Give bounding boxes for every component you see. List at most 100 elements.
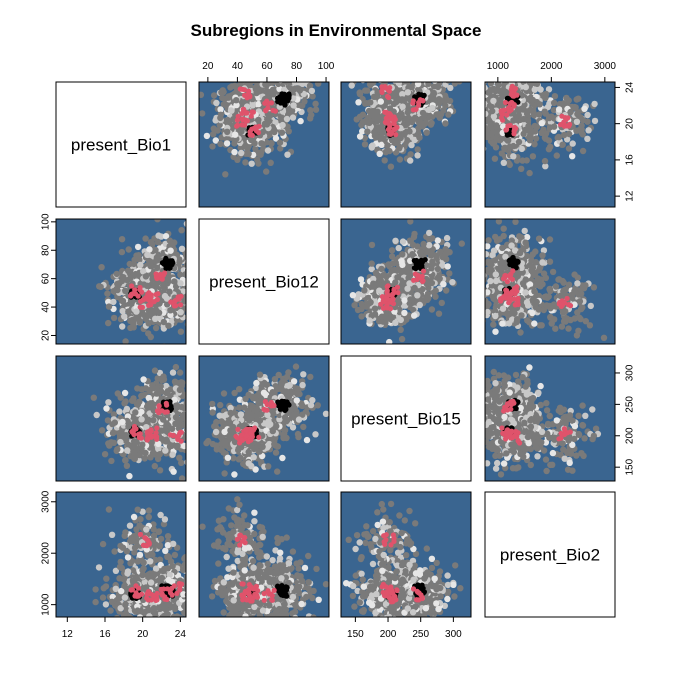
grey-point	[212, 137, 219, 144]
grey-point	[189, 282, 195, 288]
grey-point	[414, 152, 421, 159]
grey-point	[411, 284, 418, 292]
grey-point	[444, 263, 451, 270]
grey-point	[591, 117, 599, 125]
grey-point	[516, 72, 522, 78]
grey-point	[308, 87, 316, 95]
grey-point	[267, 159, 274, 166]
grey-point	[232, 131, 239, 138]
grey-point	[119, 297, 127, 305]
grey-point	[385, 74, 391, 80]
grey-point	[487, 86, 494, 94]
grey-point	[176, 259, 183, 266]
grey-point	[373, 74, 379, 80]
grey-point	[579, 116, 587, 124]
grey-point	[233, 97, 240, 104]
grey-point	[541, 108, 548, 115]
grey-point	[372, 269, 380, 277]
grey-point	[485, 142, 486, 145]
grey-point	[133, 308, 140, 315]
grey-point	[376, 287, 383, 294]
grey-point	[237, 126, 245, 133]
grey-point	[527, 62, 533, 68]
grey-point	[550, 106, 558, 114]
black-point	[278, 100, 284, 106]
grey-point	[404, 66, 410, 72]
grey-point	[307, 107, 314, 114]
grey-point	[225, 93, 232, 100]
grey-point	[284, 151, 291, 158]
grey-point	[246, 82, 253, 89]
grey-point	[538, 129, 545, 136]
grey-point	[504, 73, 510, 79]
grey-point	[361, 287, 368, 294]
grey-point	[142, 235, 149, 242]
grey-point	[380, 82, 384, 83]
red-point	[511, 93, 517, 99]
grey-point	[531, 61, 537, 67]
red-point	[565, 115, 571, 121]
red-point	[413, 107, 419, 113]
grey-point	[529, 96, 536, 104]
grey-point	[380, 76, 386, 82]
grey-point	[244, 74, 250, 80]
grey-point	[233, 101, 240, 109]
grey-point	[152, 246, 159, 254]
grey-point	[478, 141, 484, 147]
grey-point	[366, 300, 373, 307]
grey-point	[377, 98, 384, 105]
grey-point	[427, 121, 435, 128]
red-point	[502, 99, 509, 106]
grey-point	[281, 67, 287, 73]
grey-point	[182, 271, 186, 278]
grey-point	[439, 262, 446, 269]
grey-point	[225, 75, 231, 81]
grey-point	[397, 326, 404, 333]
grey-point	[118, 277, 126, 285]
grey-point	[382, 75, 388, 81]
red-point	[390, 291, 396, 297]
grey-point	[384, 142, 391, 149]
grey-point	[284, 74, 290, 80]
grey-point	[473, 88, 479, 94]
red-point	[392, 126, 398, 132]
grey-point	[407, 151, 414, 158]
grey-point	[291, 82, 299, 86]
grey-point	[368, 260, 375, 267]
grey-point	[377, 136, 384, 144]
grey-point	[387, 73, 393, 79]
grey-point	[348, 67, 354, 73]
grey-point	[283, 115, 291, 123]
grey-point	[165, 322, 172, 329]
grey-point	[510, 67, 516, 73]
grey-point	[183, 220, 186, 227]
grey-point	[573, 118, 581, 126]
grey-point	[178, 227, 185, 234]
grey-point	[160, 282, 167, 289]
grey-point	[186, 260, 192, 266]
red-point	[504, 112, 510, 118]
black-point	[411, 258, 417, 264]
grey-point	[381, 318, 388, 325]
grey-point	[268, 74, 274, 80]
grey-point	[264, 147, 272, 154]
grey-point	[451, 82, 458, 87]
grey-point	[399, 103, 406, 110]
grey-point	[518, 145, 525, 153]
grey-point	[527, 74, 533, 80]
grey-point	[399, 251, 406, 258]
red-point	[237, 86, 243, 92]
grey-point	[394, 64, 400, 70]
grey-point	[273, 65, 279, 71]
grey-point	[376, 281, 383, 288]
grey-point	[533, 123, 541, 131]
grey-point	[446, 97, 454, 105]
grey-point	[511, 74, 517, 80]
grey-point	[356, 133, 364, 140]
grey-point	[415, 117, 422, 125]
grey-point	[283, 82, 290, 85]
grey-point	[515, 75, 521, 81]
grey-point	[479, 120, 485, 126]
grey-point	[357, 74, 363, 80]
grey-point	[210, 92, 218, 99]
